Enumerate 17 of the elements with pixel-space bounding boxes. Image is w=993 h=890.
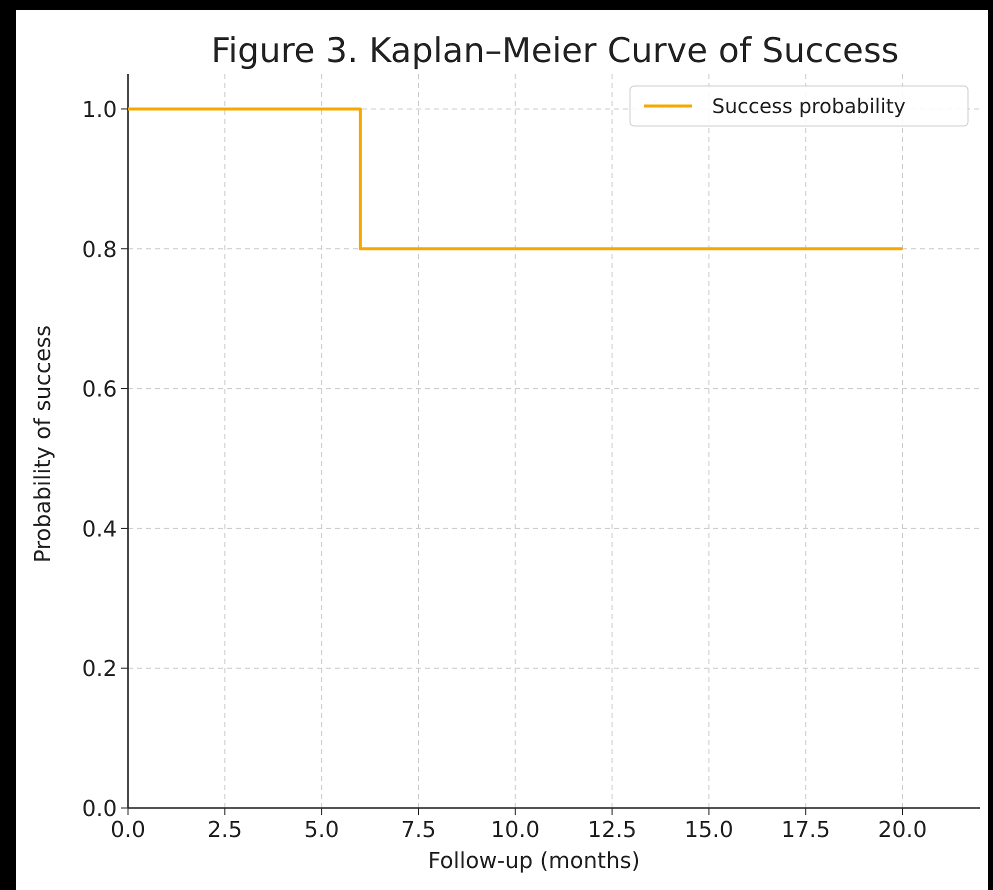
y-tick-label: 1.0 <box>82 98 117 123</box>
x-tick-label: 7.5 <box>400 818 436 843</box>
x-tick-label: 15.0 <box>684 818 734 843</box>
legend-label: Success probability <box>712 94 906 118</box>
y-axis-title: Probability of success <box>31 325 56 563</box>
x-tick-label: 2.5 <box>207 818 242 843</box>
chart-title: Figure 3. Kaplan–Meier Curve of Success <box>211 31 899 71</box>
y-tick-label: 0.4 <box>82 517 117 542</box>
y-tick-label: 0.8 <box>82 238 117 263</box>
x-tick-label: 5.0 <box>304 818 340 843</box>
x-tick-label: 17.5 <box>781 818 830 843</box>
x-tick-label: 20.0 <box>878 818 928 843</box>
x-axis-title: Follow-up (months) <box>428 849 640 874</box>
y-tick-label: 0.6 <box>82 378 117 403</box>
x-tick-label: 10.0 <box>490 818 540 843</box>
x-tick-label: 12.5 <box>588 818 637 843</box>
y-tick-label: 0.2 <box>82 657 117 682</box>
